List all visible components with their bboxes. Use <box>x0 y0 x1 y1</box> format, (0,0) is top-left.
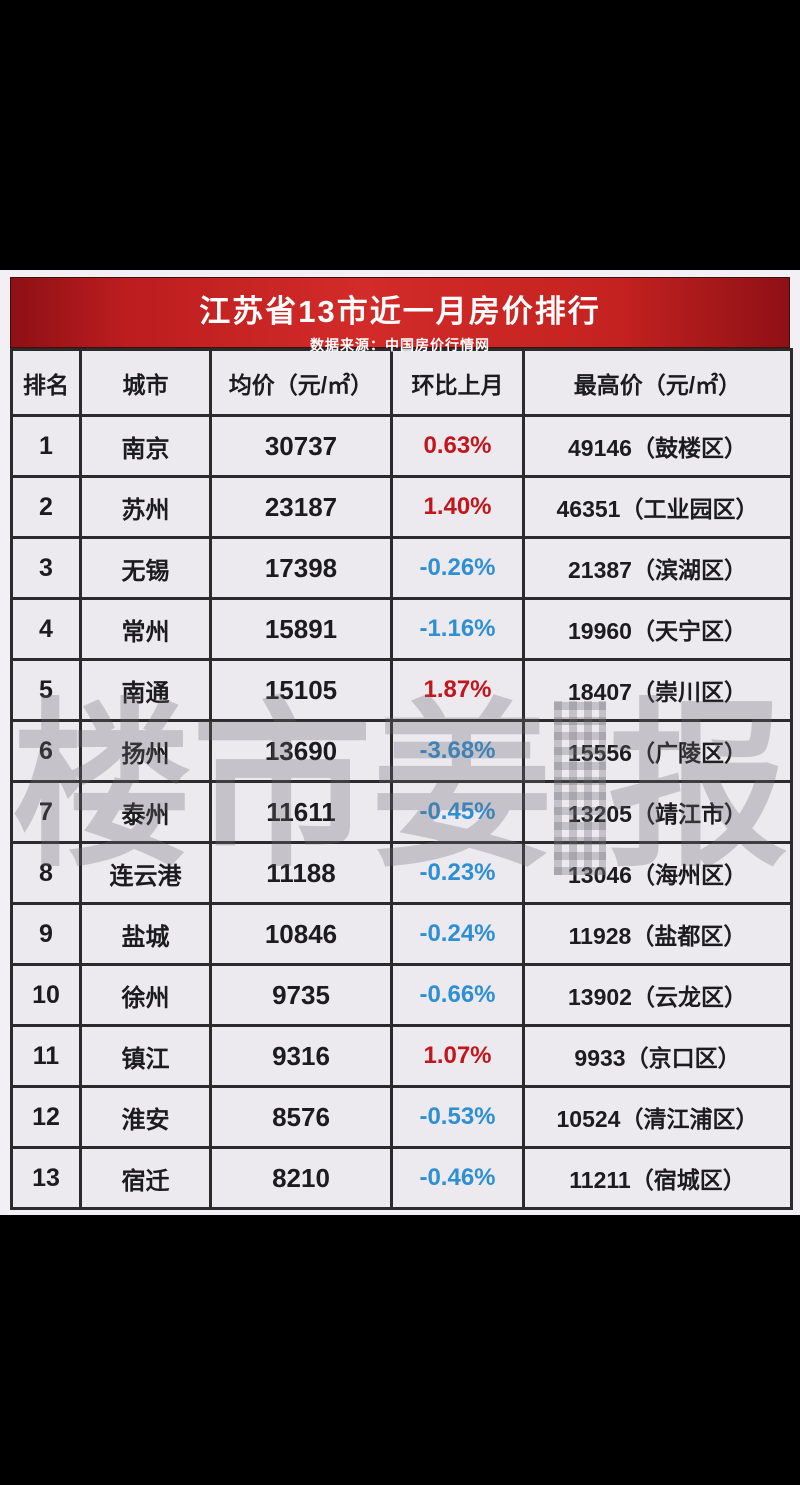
rank-cell: 5 <box>10 658 82 722</box>
avg-price-cell: 8576 <box>209 1085 393 1149</box>
col-header-top-price: 最高价（元/㎡） <box>522 348 793 417</box>
city-cell: 连云港 <box>79 841 212 905</box>
city-cell: 南通 <box>79 658 212 722</box>
city-cell: 泰州 <box>79 780 212 844</box>
mom-change-cell: -0.45% <box>390 780 525 844</box>
price-ranking-panel: 江苏省13市近一月房价排行 数据来源：中国房价行情网 排名 城市 均价（元/㎡）… <box>10 277 793 1210</box>
city-cell: 镇江 <box>79 1024 212 1088</box>
table-row: 4 常州 15891 -1.16% 19960（天宁区） <box>10 597 793 661</box>
mom-change-cell: -0.66% <box>390 963 525 1027</box>
col-header-rank: 排名 <box>10 348 82 417</box>
top-price-cell: 49146（鼓楼区） <box>522 414 793 478</box>
infographic-content: 江苏省13市近一月房价排行 数据来源：中国房价行情网 排名 城市 均价（元/㎡）… <box>0 270 800 1215</box>
letterbox-top <box>0 0 800 270</box>
rank-cell: 11 <box>10 1024 82 1088</box>
table-body: 1 南京 30737 0.63% 49146（鼓楼区） 2 苏州 23187 1… <box>10 414 793 1210</box>
panel-header: 江苏省13市近一月房价排行 数据来源：中国房价行情网 <box>10 277 790 353</box>
table-row: 5 南通 15105 1.87% 18407（崇川区） <box>10 658 793 722</box>
rank-cell: 10 <box>10 963 82 1027</box>
city-cell: 无锡 <box>79 536 212 600</box>
top-price-cell: 18407（崇川区） <box>522 658 793 722</box>
city-cell: 盐城 <box>79 902 212 966</box>
table-row: 3 无锡 17398 -0.26% 21387（滨湖区） <box>10 536 793 600</box>
avg-price-cell: 11188 <box>209 841 393 905</box>
top-price-cell: 15556（广陵区） <box>522 719 793 783</box>
avg-price-cell: 13690 <box>209 719 393 783</box>
col-header-mom-change: 环比上月 <box>390 348 525 417</box>
rank-cell: 4 <box>10 597 82 661</box>
table-row: 12 淮安 8576 -0.53% 10524（清江浦区） <box>10 1085 793 1149</box>
avg-price-cell: 15891 <box>209 597 393 661</box>
table-header-row: 排名 城市 均价（元/㎡） 环比上月 最高价（元/㎡） <box>10 348 793 417</box>
avg-price-cell: 23187 <box>209 475 393 539</box>
table-row: 10 徐州 9735 -0.66% 13902（云龙区） <box>10 963 793 1027</box>
top-price-cell: 21387（滨湖区） <box>522 536 793 600</box>
rank-cell: 6 <box>10 719 82 783</box>
mom-change-cell: -0.46% <box>390 1146 525 1210</box>
avg-price-cell: 17398 <box>209 536 393 600</box>
rank-cell: 8 <box>10 841 82 905</box>
avg-price-cell: 10846 <box>209 902 393 966</box>
mom-change-cell: -0.23% <box>390 841 525 905</box>
top-price-cell: 11928（盐都区） <box>522 902 793 966</box>
top-price-cell: 46351（工业园区） <box>522 475 793 539</box>
city-cell: 淮安 <box>79 1085 212 1149</box>
table-row: 7 泰州 11611 -0.45% 13205（靖江市） <box>10 780 793 844</box>
mom-change-cell: -0.26% <box>390 536 525 600</box>
top-price-cell: 13205（靖江市） <box>522 780 793 844</box>
avg-price-cell: 30737 <box>209 414 393 478</box>
rank-cell: 9 <box>10 902 82 966</box>
mom-change-cell: 0.63% <box>390 414 525 478</box>
top-price-cell: 13046（海州区） <box>522 841 793 905</box>
rank-cell: 12 <box>10 1085 82 1149</box>
avg-price-cell: 9735 <box>209 963 393 1027</box>
mom-change-cell: -1.16% <box>390 597 525 661</box>
top-price-cell: 9933（京口区） <box>522 1024 793 1088</box>
avg-price-cell: 11611 <box>209 780 393 844</box>
col-header-city: 城市 <box>79 348 212 417</box>
avg-price-cell: 9316 <box>209 1024 393 1088</box>
rank-cell: 7 <box>10 780 82 844</box>
city-cell: 扬州 <box>79 719 212 783</box>
table-row: 8 连云港 11188 -0.23% 13046（海州区） <box>10 841 793 905</box>
top-price-cell: 11211（宿城区） <box>522 1146 793 1210</box>
rank-cell: 2 <box>10 475 82 539</box>
city-cell: 宿迁 <box>79 1146 212 1210</box>
panel-title: 江苏省13市近一月房价排行 <box>199 294 601 329</box>
city-cell: 徐州 <box>79 963 212 1027</box>
avg-price-cell: 8210 <box>209 1146 393 1210</box>
top-price-cell: 10524（清江浦区） <box>522 1085 793 1149</box>
city-cell: 常州 <box>79 597 212 661</box>
top-price-cell: 19960（天宁区） <box>522 597 793 661</box>
col-header-avg-price: 均价（元/㎡） <box>209 348 393 417</box>
mom-change-cell: -3.68% <box>390 719 525 783</box>
city-cell: 苏州 <box>79 475 212 539</box>
data-source-label: 数据来源：中国房价行情网 <box>310 337 490 353</box>
city-cell: 南京 <box>79 414 212 478</box>
rank-cell: 3 <box>10 536 82 600</box>
price-table: 排名 城市 均价（元/㎡） 环比上月 最高价（元/㎡） 1 南京 30737 0… <box>10 348 793 1210</box>
table-row: 9 盐城 10846 -0.24% 11928（盐都区） <box>10 902 793 966</box>
table-row: 11 镇江 9316 1.07% 9933（京口区） <box>10 1024 793 1088</box>
rank-cell: 13 <box>10 1146 82 1210</box>
top-price-cell: 13902（云龙区） <box>522 963 793 1027</box>
mom-change-cell: -0.24% <box>390 902 525 966</box>
rank-cell: 1 <box>10 414 82 478</box>
letterbox-bottom <box>0 1215 800 1485</box>
mom-change-cell: -0.53% <box>390 1085 525 1149</box>
mom-change-cell: 1.40% <box>390 475 525 539</box>
mom-change-cell: 1.07% <box>390 1024 525 1088</box>
table-row: 13 宿迁 8210 -0.46% 11211（宿城区） <box>10 1146 793 1210</box>
table-row: 2 苏州 23187 1.40% 46351（工业园区） <box>10 475 793 539</box>
table-row: 1 南京 30737 0.63% 49146（鼓楼区） <box>10 414 793 478</box>
mom-change-cell: 1.87% <box>390 658 525 722</box>
table-row: 6 扬州 13690 -3.68% 15556（广陵区） <box>10 719 793 783</box>
avg-price-cell: 15105 <box>209 658 393 722</box>
